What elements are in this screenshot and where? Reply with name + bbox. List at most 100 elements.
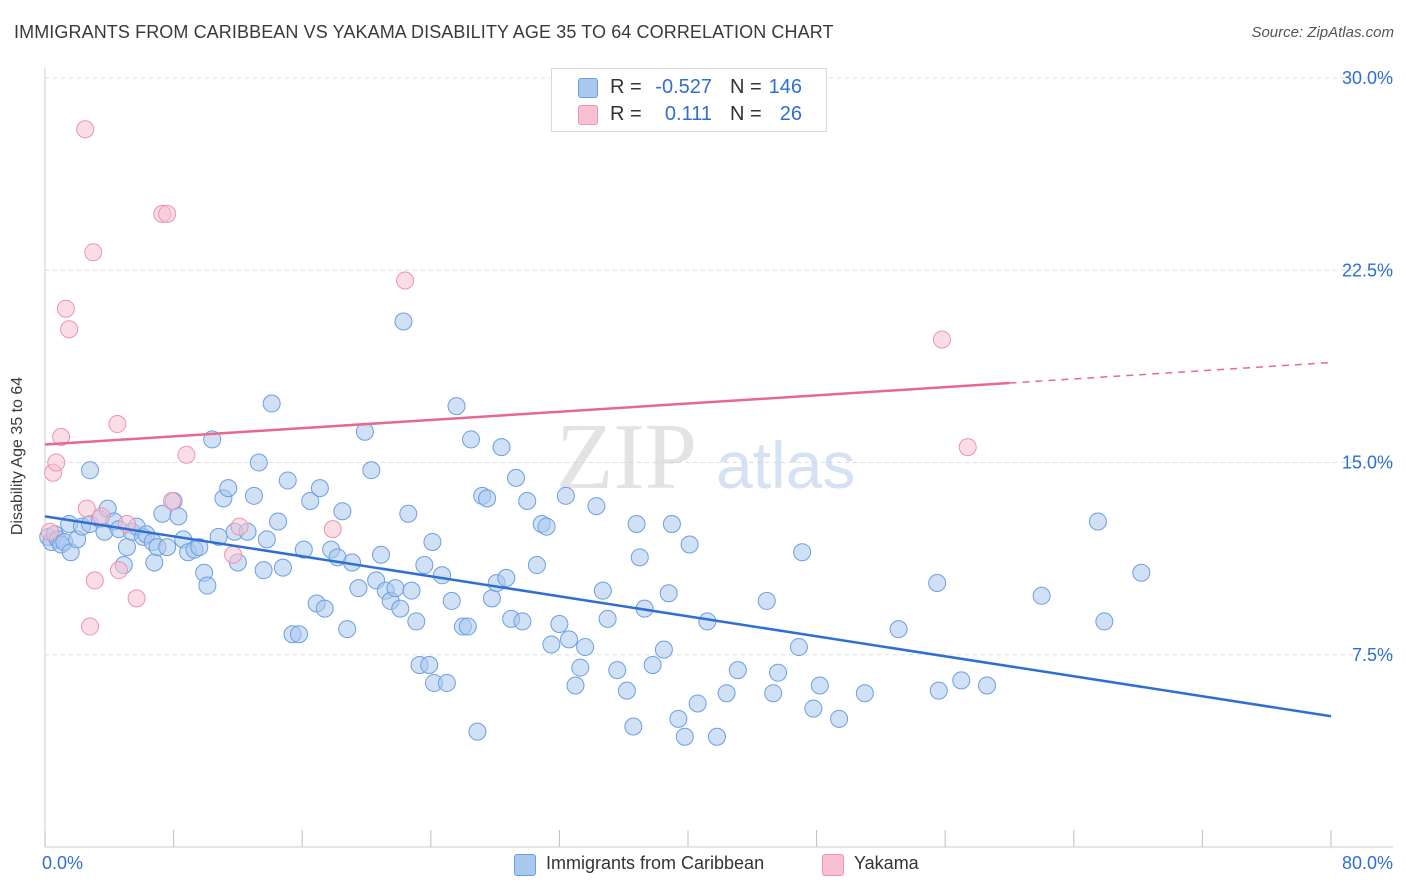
stats-n-value: 26 [779,103,802,125]
data-point-caribbean [855,684,874,703]
trend-line-caribbean [44,515,1332,718]
data-point-caribbean [482,589,501,608]
chart-title: IMMIGRANTS FROM CARIBBEAN VS YAKAMA DISA… [14,22,834,42]
data-point-caribbean [447,397,466,416]
data-point-caribbean [198,576,217,595]
data-point-caribbean [643,656,662,675]
data-point-caribbean [433,566,452,585]
data-point-caribbean [627,515,646,534]
data-point-caribbean [1095,612,1114,631]
stats-r-value: 0.111 [664,103,712,125]
data-point-yakama [56,299,75,318]
data-point-caribbean [391,599,410,618]
data-point-caribbean [952,671,971,690]
y-axis-label: Disability Age 35 to 64 [9,376,26,536]
data-point-caribbean [349,579,368,598]
data-point-caribbean [757,591,776,610]
data-point-yakama [177,445,196,464]
data-point-caribbean [1088,512,1107,531]
data-point-caribbean [437,673,456,692]
data-point-caribbean [386,579,405,598]
data-point-yakama [932,330,951,349]
legend-label-yakama: Yakama [854,853,919,873]
data-point-caribbean [608,661,627,680]
data-point-caribbean [556,486,575,505]
data-point-caribbean [810,676,829,695]
data-point-caribbean [587,497,606,516]
data-point-caribbean [145,553,164,572]
data-point-caribbean [717,684,736,703]
data-point-caribbean [630,548,649,567]
data-point-caribbean [423,532,442,551]
y-tick-label: 30.0% [1342,68,1393,88]
data-point-caribbean [315,599,334,618]
data-point-caribbean [527,556,546,575]
y-tick-label: 22.5% [1342,260,1393,280]
data-point-caribbean [394,312,413,331]
stats-r-label: R = [610,103,642,125]
data-point-caribbean [301,491,320,510]
data-point-caribbean [338,620,357,639]
data-point-yakama [958,438,977,457]
legend-swatch-yakama [822,854,844,876]
caribbean-points [39,312,1151,746]
data-point-caribbean [333,502,352,521]
data-point-caribbean [598,609,617,628]
data-point-yakama [224,545,243,564]
data-point-caribbean [659,584,678,603]
data-point-caribbean [169,507,188,526]
data-point-caribbean [688,694,707,713]
data-point-caribbean [889,620,908,639]
data-point-caribbean [190,538,209,557]
stats-r-value: -0.527 [655,76,712,98]
data-point-caribbean [371,545,390,564]
data-point-caribbean [362,461,381,480]
data-point-caribbean [929,681,948,700]
tick-labels: 7.5% 15.0% 22.5% 30.0% 0.0% 80.0% [42,68,1393,873]
data-point-yakama [60,320,79,339]
data-point-yakama [230,517,249,536]
data-point-caribbean [680,535,699,554]
data-point-caribbean [81,461,100,480]
data-point-yakama [85,571,104,590]
data-point-caribbean [420,656,439,675]
data-point-caribbean [1032,586,1051,605]
x-tick-label: 80.0% [1342,853,1393,873]
yakama-points [40,120,977,636]
data-point-caribbean [249,453,268,472]
data-point-caribbean [273,558,292,577]
data-point-caribbean [571,658,590,677]
data-point-caribbean [669,709,688,728]
data-point-caribbean [468,722,487,741]
data-point-caribbean [537,517,556,536]
data-point-caribbean [513,612,532,631]
legend-item-yakama[interactable]: Yakama [822,852,942,876]
data-point-caribbean [407,612,426,631]
trend-line-yakama-extension [1009,361,1332,384]
data-point-caribbean [1132,563,1151,582]
data-point-caribbean [478,489,497,508]
source-credit: Source: ZipAtlas.com [1251,24,1394,41]
data-point-caribbean [402,581,421,600]
data-point-caribbean [728,661,747,680]
data-point-caribbean [576,638,595,657]
trend-lines [44,361,1332,718]
data-point-yakama [109,561,128,580]
legend-item-caribbean[interactable]: Immigrants from Caribbean [514,852,804,876]
data-point-caribbean [497,568,516,587]
data-point-caribbean [399,504,418,523]
data-point-caribbean [550,614,569,633]
data-point-caribbean [117,538,136,557]
data-point-caribbean [269,512,288,531]
data-point-caribbean [310,479,329,498]
stats-swatch-yakama [578,105,598,125]
data-point-caribbean [617,681,636,700]
data-point-caribbean [830,709,849,728]
data-point-caribbean [458,617,477,636]
data-point-yakama [77,499,96,518]
data-point-yakama [84,243,103,262]
data-point-yakama [52,427,71,446]
data-point-caribbean [977,676,996,695]
watermark: ZIP atlas [556,405,855,509]
